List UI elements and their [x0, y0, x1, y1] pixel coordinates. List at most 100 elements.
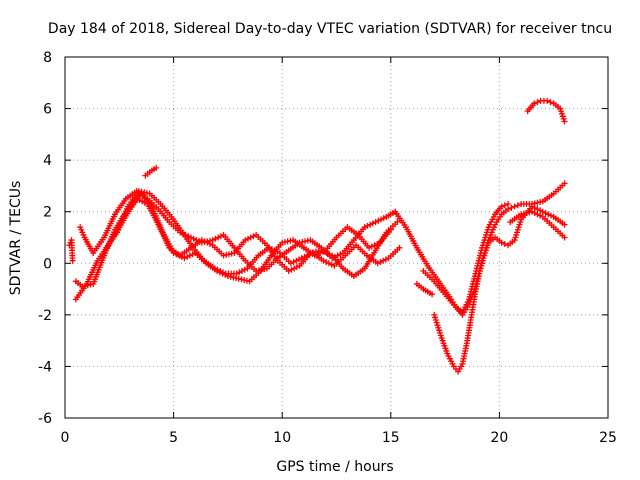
data-point — [377, 258, 384, 265]
data-point — [501, 240, 508, 247]
series-track-j — [507, 208, 568, 241]
data-point — [274, 248, 281, 255]
series-track-h — [431, 203, 568, 375]
data-point — [429, 291, 436, 298]
data-point — [250, 233, 257, 240]
data-point — [241, 266, 248, 273]
x-tick-label: 25 — [599, 430, 617, 446]
data-point — [394, 219, 401, 226]
data-point — [201, 238, 208, 245]
data-point — [290, 258, 297, 265]
data-point — [212, 235, 219, 242]
series-track-d — [103, 188, 403, 277]
data-point — [531, 210, 538, 217]
data-point — [266, 244, 273, 251]
data-point — [378, 216, 385, 223]
data-point — [561, 118, 568, 125]
series-track-l — [66, 237, 76, 264]
data-point — [396, 244, 403, 251]
y-tick-label: 0 — [43, 256, 52, 272]
data-point — [244, 235, 251, 242]
data-point — [528, 203, 535, 210]
y-tick-label: 4 — [43, 153, 52, 169]
data-point — [233, 270, 240, 277]
data-point — [375, 217, 382, 224]
x-tick-label: 5 — [169, 430, 178, 446]
data-point — [534, 211, 541, 218]
data-point — [209, 237, 216, 244]
data-point — [545, 211, 552, 218]
data-point — [178, 253, 185, 260]
data-point — [247, 234, 254, 241]
data-point — [508, 204, 515, 211]
data-point — [505, 206, 512, 213]
data-point — [186, 252, 193, 259]
data-point — [364, 222, 371, 229]
data-point — [271, 247, 278, 254]
data-point — [239, 268, 246, 275]
data-point — [511, 203, 518, 210]
x-tick-label: 10 — [273, 430, 291, 446]
data-point — [214, 266, 221, 273]
data-point — [170, 249, 177, 256]
data-point — [361, 224, 368, 231]
data-point — [531, 204, 538, 211]
data-point — [334, 252, 341, 259]
data-point — [291, 265, 298, 272]
data-point — [323, 258, 330, 265]
data-point — [505, 200, 512, 207]
series-track-g — [420, 180, 568, 318]
data-point — [561, 221, 568, 228]
data-point — [561, 180, 568, 187]
data-point — [287, 260, 294, 267]
data-point — [531, 100, 538, 107]
data-point — [534, 99, 541, 106]
data-point — [293, 257, 300, 264]
data-point — [539, 208, 546, 215]
data-point — [326, 251, 333, 258]
data-point — [187, 234, 194, 241]
data-point — [301, 253, 308, 260]
data-point — [184, 253, 191, 260]
data-point — [181, 255, 188, 262]
plot-frame — [64, 56, 609, 419]
data-point — [367, 221, 374, 228]
data-point — [217, 233, 224, 240]
data-point — [498, 239, 505, 246]
data-point — [371, 242, 378, 249]
data-point — [204, 239, 211, 246]
data-point — [372, 219, 379, 226]
data-point — [337, 251, 344, 258]
data-point — [296, 256, 303, 263]
data-point — [319, 248, 326, 255]
data-point — [374, 260, 381, 267]
data-point — [304, 252, 311, 259]
y-tick-label: 6 — [43, 102, 52, 118]
data-point — [317, 249, 324, 256]
data-point — [498, 203, 505, 210]
y-axis-label: SDTVAR / TECUs — [8, 181, 24, 296]
data-point — [514, 202, 521, 209]
data-point — [198, 237, 205, 244]
data-point — [501, 202, 508, 209]
data-point — [69, 257, 76, 264]
data-point — [387, 226, 394, 233]
series-track-i — [413, 280, 436, 298]
series-track-e — [142, 164, 160, 179]
data-point — [298, 255, 305, 262]
data-point — [542, 210, 549, 217]
data-point — [206, 240, 213, 247]
data-point — [217, 268, 224, 275]
data-point — [547, 99, 554, 106]
data-point — [366, 244, 373, 251]
data-point — [528, 208, 535, 215]
x-tick-label: 0 — [61, 430, 70, 446]
data-point — [374, 240, 381, 247]
data-point — [320, 257, 327, 264]
data-point — [236, 269, 243, 276]
series-track-k — [524, 97, 568, 125]
data-point — [293, 264, 300, 271]
y-tick-label: 8 — [43, 50, 52, 66]
data-point — [369, 220, 376, 227]
